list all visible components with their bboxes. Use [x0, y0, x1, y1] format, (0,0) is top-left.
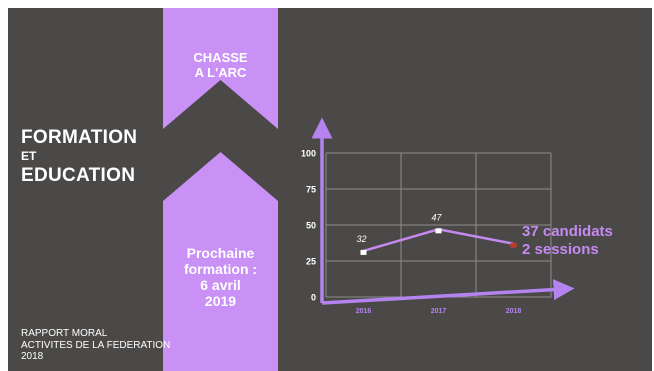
data-point-marker — [435, 228, 442, 234]
ribbon-bottom-line-3: 6 avril — [200, 277, 241, 293]
data-labels: 32 47 — [356, 212, 442, 244]
y-tick-labels: 0 25 50 75 100 — [301, 149, 316, 303]
x-tick-label: 2016 — [356, 308, 372, 315]
data-point-marker — [360, 249, 367, 255]
title-line-3: EDUCATION — [21, 165, 136, 186]
slide-title: FORMATION ET EDUCATION — [21, 126, 137, 187]
x-axis-arrow — [321, 279, 575, 305]
y-tick-label: 75 — [306, 185, 316, 195]
annotation-line-2: 2 sessions — [522, 241, 599, 258]
x-tick-label: 2018 — [506, 308, 522, 315]
ribbon-bottom-chevron — [163, 152, 278, 371]
slide: CHASSE A L'ARC Prochaine formation : 6 a… — [8, 8, 652, 371]
footer-text: RAPPORT MORAL ACTIVITES DE LA FEDERATION… — [21, 328, 170, 363]
ribbon-top-line-1: CHASSE — [193, 50, 248, 65]
y-tick-label: 25 — [306, 257, 316, 267]
footer-line-2: ACTIVITES DE LA FEDERATION — [21, 339, 171, 351]
title-line-2: ET — [21, 149, 37, 163]
chart-axes — [311, 117, 575, 305]
chart-annotation: 37 candidats 2 sessions — [522, 223, 613, 259]
footer-line-1: RAPPORT MORAL — [21, 328, 108, 339]
annotation-line-1: 37 candidats — [522, 223, 613, 240]
ribbon-bottom-line-4: 2019 — [204, 293, 237, 309]
footer-line-3: 2018 — [21, 351, 44, 362]
chart-series — [360, 228, 517, 255]
ribbon-bottom-line-1: Prochaine — [186, 245, 255, 261]
ribbon-bottom-label: Prochaine formation : 6 avril 2019 — [163, 245, 278, 309]
ribbon-top-line-2: A L'ARC — [194, 65, 247, 80]
chart-grid — [325, 152, 552, 298]
line-chart: 0 25 50 75 100 2016 2017 2018 32 47 — [301, 117, 575, 315]
x-tick-labels: 2016 2017 2018 — [356, 308, 522, 315]
y-tick-label: 50 — [306, 221, 316, 231]
y-tick-label: 0 — [311, 293, 316, 303]
ribbon-top-label: CHASSE A L'ARC — [163, 50, 278, 80]
ribbon-shape — [163, 8, 278, 371]
data-point-marker — [510, 242, 517, 248]
x-tick-label: 2017 — [431, 308, 447, 315]
ribbon-top-chevron — [163, 8, 278, 129]
data-label: 32 — [356, 234, 366, 244]
ribbon-bottom-line-2: formation : — [183, 261, 258, 277]
ribbon-banner: CHASSE A L'ARC Prochaine formation : 6 a… — [163, 8, 278, 371]
y-tick-label: 100 — [301, 149, 316, 159]
title-line-1: FORMATION — [21, 127, 138, 148]
data-label: 47 — [431, 212, 442, 222]
